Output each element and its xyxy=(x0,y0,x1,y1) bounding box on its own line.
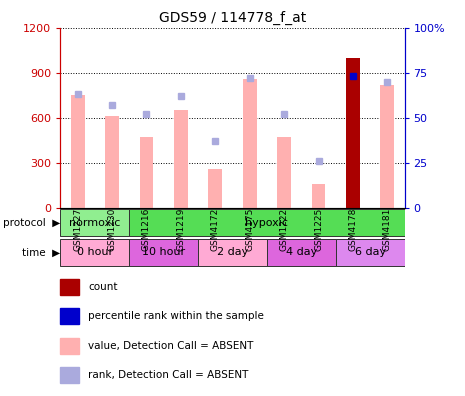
Title: GDS59 / 114778_f_at: GDS59 / 114778_f_at xyxy=(159,11,306,25)
Text: count: count xyxy=(88,282,118,292)
Bar xyxy=(71,95,85,208)
Bar xyxy=(380,85,394,208)
Text: GSM1230: GSM1230 xyxy=(107,208,117,251)
Text: rank, Detection Call = ABSENT: rank, Detection Call = ABSENT xyxy=(88,370,249,380)
Text: value, Detection Call = ABSENT: value, Detection Call = ABSENT xyxy=(88,341,254,350)
Text: time  ▶: time ▶ xyxy=(22,248,60,257)
Text: 4 day: 4 day xyxy=(286,248,317,257)
Text: GSM1225: GSM1225 xyxy=(314,208,323,251)
Bar xyxy=(60,308,79,324)
Bar xyxy=(277,137,291,208)
Bar xyxy=(60,338,79,354)
Bar xyxy=(60,367,79,383)
Bar xyxy=(174,110,188,208)
FancyBboxPatch shape xyxy=(267,239,336,266)
FancyBboxPatch shape xyxy=(129,209,405,236)
Text: 2 day: 2 day xyxy=(217,248,248,257)
FancyBboxPatch shape xyxy=(198,239,267,266)
Bar xyxy=(60,279,79,295)
FancyBboxPatch shape xyxy=(336,239,405,266)
Bar xyxy=(140,137,153,208)
Text: protocol  ▶: protocol ▶ xyxy=(3,218,60,228)
Text: 6 day: 6 day xyxy=(355,248,385,257)
Text: GSM4178: GSM4178 xyxy=(348,208,358,251)
Text: GSM1222: GSM1222 xyxy=(279,208,289,251)
Text: GSM4181: GSM4181 xyxy=(383,208,392,251)
Bar xyxy=(105,116,119,208)
Bar xyxy=(243,79,257,208)
Text: normoxic: normoxic xyxy=(69,218,120,228)
Text: GSM1219: GSM1219 xyxy=(176,208,186,251)
Text: 0 hour: 0 hour xyxy=(77,248,113,257)
Text: GSM4175: GSM4175 xyxy=(245,208,254,251)
FancyBboxPatch shape xyxy=(60,239,129,266)
Text: GSM4172: GSM4172 xyxy=(211,208,220,251)
Bar xyxy=(208,169,222,208)
Text: hypoxic: hypoxic xyxy=(246,218,288,228)
Text: percentile rank within the sample: percentile rank within the sample xyxy=(88,311,264,322)
Text: GSM1216: GSM1216 xyxy=(142,208,151,251)
FancyBboxPatch shape xyxy=(60,209,129,236)
Bar xyxy=(312,184,326,208)
Text: GSM1227: GSM1227 xyxy=(73,208,82,251)
Text: 10 hour: 10 hour xyxy=(142,248,185,257)
Bar xyxy=(346,58,360,208)
FancyBboxPatch shape xyxy=(129,239,198,266)
